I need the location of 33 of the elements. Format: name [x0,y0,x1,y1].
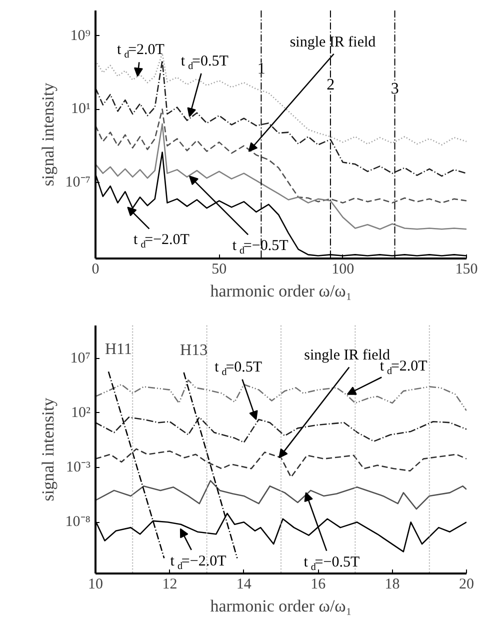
series-label: H13 [180,342,208,359]
line-series [96,448,466,478]
y-tick-label: 10⁻⁷ [65,174,91,190]
x-tick-label: 0 [92,262,100,278]
y-tick-label: 10² [71,404,92,421]
y-tick-label: 10⁻⁸ [65,514,91,530]
line-series [96,379,466,412]
annotation: 3 [390,80,399,98]
line-series [96,123,466,230]
annotation: single IR field [290,34,376,50]
y-tick-label: 10⁹ [70,28,91,44]
x-tick-label: 50 [212,262,227,278]
y-tick-label: 10¹ [71,101,91,118]
annotation: 1 [257,60,266,78]
x-axis-title: harmonic order ω/ω₁ [210,596,352,616]
line-series [96,480,466,510]
x-axis-title: harmonic order ω/ω₁ [210,282,352,300]
annotation: 2 [326,76,335,94]
x-tick-label: 12 [162,576,178,592]
y-axis-title: signal intensity [38,82,58,186]
x-tick-label: 18 [384,576,400,592]
y-tick-label: 10⁷ [70,350,91,366]
series-label: H11 [105,341,132,358]
y-axis-title: signal intensity [38,397,58,502]
x-tick-label: 20 [459,576,474,592]
y-tick-label: 10⁻³ [66,460,92,476]
line-series [96,108,466,204]
x-tick-label: 10 [88,576,103,592]
line-series [96,52,466,146]
x-tick-label: 14 [236,576,252,592]
x-tick-label: 16 [310,576,326,592]
x-tick-label: 150 [455,262,478,278]
x-tick-label: 100 [332,262,354,278]
